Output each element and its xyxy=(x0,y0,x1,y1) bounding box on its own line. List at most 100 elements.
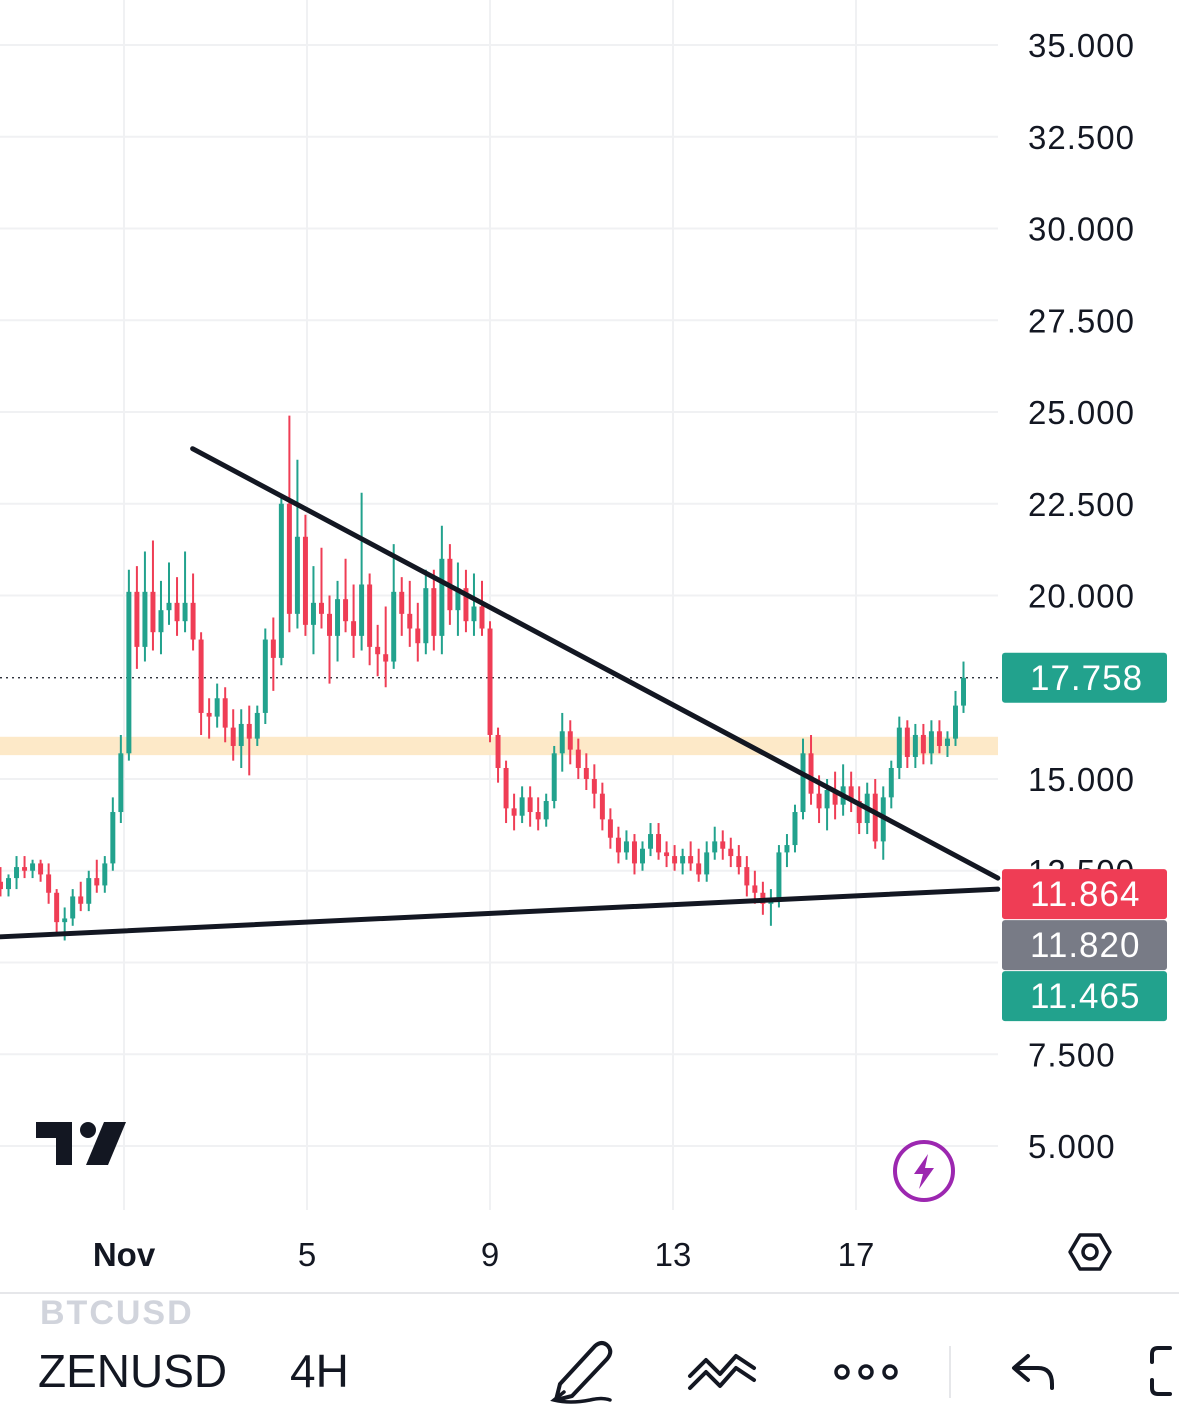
candle-body xyxy=(126,591,132,754)
chart-grid xyxy=(0,0,998,1210)
candle-body xyxy=(335,599,341,636)
lightning-icon[interactable] xyxy=(893,1140,955,1202)
candle-body xyxy=(262,639,268,713)
candle-body xyxy=(214,698,220,717)
candle-body xyxy=(110,812,116,864)
undo-icon[interactable] xyxy=(994,1334,1074,1404)
candle-body xyxy=(920,734,926,754)
candle-body xyxy=(567,731,573,750)
y-tick-label: 5.000 xyxy=(1028,1128,1116,1165)
pen-tool-icon[interactable] xyxy=(540,1334,620,1404)
candle-body xyxy=(0,881,3,890)
price-chart[interactable]: 35.000 32.500 30.000 27.500 25.000 22.500 20.0… xyxy=(0,0,1179,1290)
candle-body xyxy=(888,767,894,798)
candle-body xyxy=(583,767,589,779)
candle-body xyxy=(559,731,565,754)
candle-body xyxy=(230,727,236,746)
candle-body xyxy=(415,628,421,644)
candle-body xyxy=(824,790,830,809)
candle-body xyxy=(640,848,645,864)
tradingview-logo xyxy=(36,1122,126,1165)
candle-body xyxy=(936,731,942,746)
x-tick-label: 13 xyxy=(655,1236,692,1273)
y-tick-label: 32.500 xyxy=(1028,119,1135,156)
interval-button[interactable]: 4H xyxy=(290,1345,349,1397)
candle-body xyxy=(487,628,493,735)
candle-body xyxy=(158,610,164,633)
y-tick-label: 27.500 xyxy=(1028,302,1135,339)
candle-body xyxy=(6,878,11,890)
fullscreen-icon[interactable] xyxy=(1132,1334,1179,1404)
candle-body xyxy=(246,723,252,739)
candle-body xyxy=(150,591,156,633)
candle-body xyxy=(102,863,108,886)
candle-body xyxy=(343,599,349,622)
candle-body xyxy=(22,867,28,871)
y-tick-label: 7.500 xyxy=(1028,1036,1116,1073)
candle-body xyxy=(928,731,934,754)
previous-symbol-label[interactable]: BTCUSD xyxy=(40,1294,194,1332)
candle-body xyxy=(254,712,260,739)
candle-body xyxy=(519,797,525,816)
candle-body xyxy=(872,793,878,842)
candle-body xyxy=(286,503,292,614)
candle-body xyxy=(527,797,533,813)
candle-body xyxy=(310,602,316,625)
candle-body xyxy=(222,698,228,728)
price-badge xyxy=(1002,869,1167,920)
candle-body xyxy=(399,591,405,614)
y-tick-label: 22.500 xyxy=(1028,486,1135,523)
candle-body xyxy=(631,841,637,864)
candle-body xyxy=(14,867,20,879)
candle-body xyxy=(688,856,694,864)
candle-body xyxy=(848,786,854,802)
candle-body xyxy=(736,856,742,868)
candle-body xyxy=(961,677,967,706)
ascending-support-trendline[interactable] xyxy=(0,886,1001,940)
y-tick-label: 25.000 xyxy=(1028,394,1135,431)
trend-drawing-icon[interactable] xyxy=(682,1334,762,1404)
candle-body xyxy=(86,878,92,904)
candle-body xyxy=(431,588,437,636)
candle-body xyxy=(46,874,52,893)
candle-body xyxy=(599,793,605,820)
x-tick-label: 5 xyxy=(298,1236,316,1273)
candle-body xyxy=(118,753,124,813)
x-tick-label: 9 xyxy=(481,1236,499,1273)
candle-body xyxy=(407,613,413,629)
candle-body xyxy=(38,863,44,875)
candle-body xyxy=(471,606,477,622)
price-badge-label: 17.758 xyxy=(1030,659,1143,698)
candle-body xyxy=(423,588,429,644)
candle-body xyxy=(367,584,373,647)
candle-body xyxy=(439,558,445,636)
price-badge xyxy=(1002,920,1167,971)
price-badge-label: 11.820 xyxy=(1030,926,1140,965)
candle-body xyxy=(318,602,324,614)
time-axis[interactable]: Nov 5 9 13 17 xyxy=(93,1236,875,1273)
y-tick-label: 15.000 xyxy=(1028,761,1135,798)
candle-body xyxy=(383,654,389,662)
candle-body xyxy=(198,639,204,713)
candle-body xyxy=(712,841,718,853)
settings-hexagon-icon[interactable] xyxy=(1068,1233,1112,1271)
symbol-button[interactable]: ZENUSD xyxy=(38,1345,228,1397)
candle-body xyxy=(623,841,629,853)
candle-body xyxy=(182,602,188,622)
candle-body xyxy=(912,734,918,757)
descending-resistance-trendline[interactable] xyxy=(190,446,1001,881)
candle-body xyxy=(575,749,581,768)
more-options-icon[interactable] xyxy=(826,1334,906,1404)
toolbar-separator xyxy=(949,1346,951,1398)
price-badge xyxy=(1002,971,1167,1022)
x-tick-label: 17 xyxy=(838,1236,875,1273)
candle-body xyxy=(479,606,485,629)
candle-body xyxy=(615,837,621,853)
candle-body xyxy=(535,812,541,820)
candle-body xyxy=(904,727,910,757)
y-tick-label: 30.000 xyxy=(1028,211,1135,248)
candle-body xyxy=(591,779,597,794)
price-badge xyxy=(1002,652,1167,703)
candle-body xyxy=(142,591,148,647)
candle-body xyxy=(70,896,76,919)
